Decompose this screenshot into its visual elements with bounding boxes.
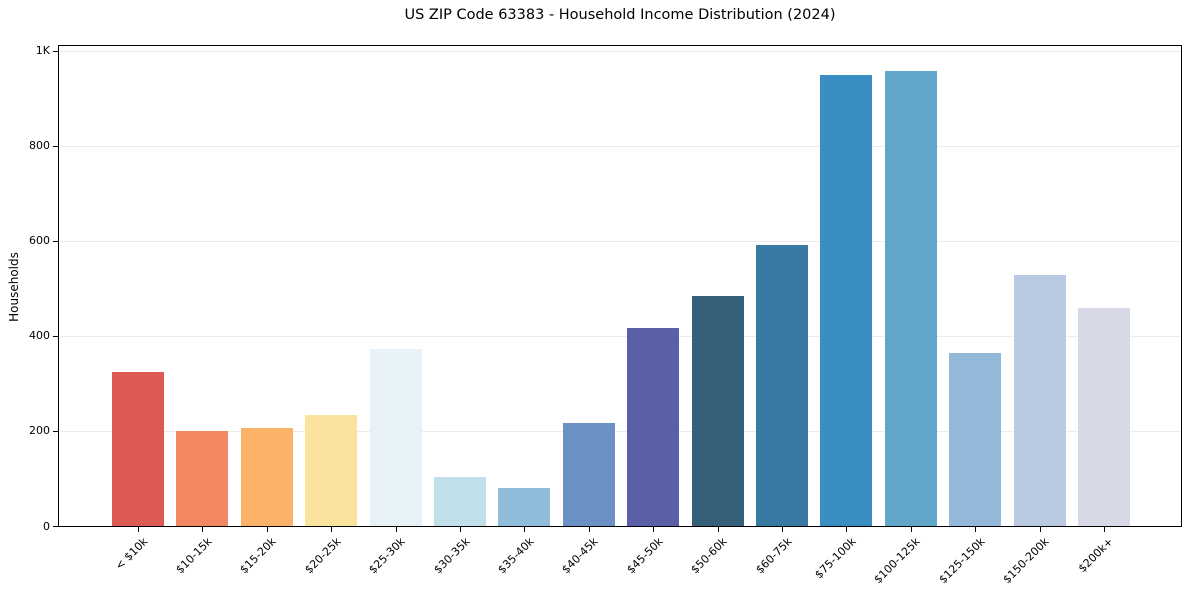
x-tick-mark — [782, 527, 783, 532]
bar — [884, 70, 937, 526]
bar — [820, 75, 873, 526]
bar — [1078, 308, 1130, 526]
x-tick-mark — [653, 527, 655, 532]
x-tick-label: $45-50k — [624, 535, 666, 577]
x-tick-mark — [524, 527, 526, 532]
x-tick-label: $125-150k — [936, 535, 988, 587]
x-tick-mark — [331, 527, 333, 532]
y-tick-label: 1K — [35, 44, 50, 58]
x-tick-label: $40-45k — [559, 535, 602, 577]
x-tick-mark — [588, 527, 590, 532]
x-tick-mark — [1039, 527, 1041, 532]
y-tick-mark — [53, 50, 58, 52]
y-tick-mark — [53, 240, 58, 242]
y-tick-mark — [53, 145, 58, 147]
x-tick-mark — [846, 527, 848, 532]
x-tick-label: $25-30k — [366, 535, 408, 577]
bar — [562, 422, 615, 526]
x-tick-mark — [975, 527, 977, 532]
x-tick-mark — [138, 527, 139, 532]
bar — [176, 430, 229, 526]
gridline — [59, 430, 1181, 432]
bar — [1013, 274, 1066, 526]
x-tick-mark — [717, 527, 719, 532]
y-axis-label: Households — [7, 252, 21, 322]
gridline — [59, 335, 1181, 337]
x-tick-label: $60-75k — [752, 535, 795, 577]
x-tick-label: $75-100k — [812, 535, 859, 582]
y-tick-mark — [53, 335, 58, 337]
x-tick-label: $10-15k — [173, 535, 215, 577]
x-tick-mark — [266, 527, 268, 532]
bar — [691, 295, 744, 526]
y-tick-label: 200 — [29, 424, 50, 438]
x-tick-mark — [460, 527, 461, 532]
bar — [498, 488, 551, 526]
x-tick-mark — [1104, 527, 1105, 532]
gridline — [59, 240, 1181, 242]
bar — [756, 244, 808, 526]
x-tick-label: $150-200k — [1000, 535, 1052, 587]
y-tick-label: 400 — [29, 329, 50, 343]
x-tick-label: $50-60k — [688, 535, 730, 577]
x-tick-label: $20-25k — [302, 535, 344, 577]
y-tick-mark — [53, 526, 58, 527]
bar — [627, 327, 680, 526]
x-tick-label: $35-40k — [495, 535, 537, 577]
bar — [369, 348, 422, 526]
x-tick-label: $30-35k — [430, 535, 473, 577]
y-tick-label: 0 — [43, 519, 50, 533]
bar — [305, 415, 358, 526]
y-tick-label: 800 — [29, 139, 50, 153]
bar — [112, 371, 164, 526]
x-tick-label: < $10k — [112, 535, 151, 573]
x-tick-label: $100-125k — [871, 535, 924, 587]
bar — [949, 353, 1002, 526]
bar — [434, 476, 486, 526]
x-tick-label: $200k+ — [1076, 535, 1117, 576]
x-tick-mark — [395, 527, 397, 532]
plot-area — [58, 45, 1182, 527]
y-tick-mark — [53, 430, 58, 432]
bar — [240, 427, 293, 526]
x-tick-mark — [910, 527, 912, 532]
chart-title: US ZIP Code 63383 - Household Income Dis… — [404, 7, 836, 23]
y-tick-label: 600 — [29, 234, 50, 248]
x-tick-label: $15-20k — [237, 535, 280, 577]
gridline — [59, 145, 1181, 147]
gridline — [59, 50, 1181, 52]
x-tick-mark — [202, 527, 204, 532]
